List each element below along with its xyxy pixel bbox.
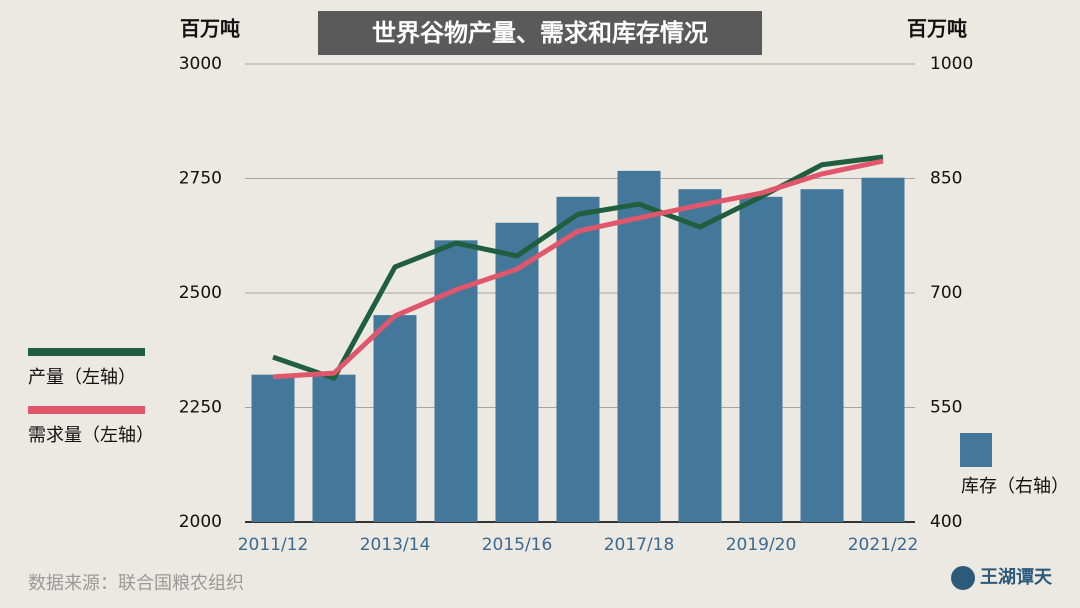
y2-tick-label: 400 bbox=[930, 512, 962, 532]
logo-icon bbox=[951, 566, 975, 590]
y2-tick-label: 700 bbox=[930, 283, 962, 303]
y-tick-label: 2750 bbox=[179, 169, 222, 189]
y2-tick-label: 550 bbox=[930, 398, 962, 418]
y-tick-label: 2500 bbox=[179, 283, 222, 303]
x-tick-label: 2019/20 bbox=[726, 535, 797, 555]
bar bbox=[251, 374, 295, 522]
x-tick-label: 2021/22 bbox=[848, 535, 919, 555]
bar bbox=[739, 196, 783, 522]
x-tick-label: 2011/12 bbox=[238, 535, 309, 555]
legend-label: 库存（右轴） bbox=[961, 476, 1069, 497]
legend-label: 产量（左轴） bbox=[28, 367, 136, 388]
y-tick-label: 2250 bbox=[179, 398, 222, 418]
chart-title: 世界谷物产量、需求和库存情况 bbox=[372, 19, 708, 47]
source: 数据来源：联合国粮农组织 bbox=[28, 573, 244, 594]
bar bbox=[312, 374, 356, 522]
bar bbox=[556, 196, 600, 522]
y2-tick-label: 1000 bbox=[930, 54, 973, 74]
title-box bbox=[318, 11, 762, 55]
y-tick-label: 2000 bbox=[179, 512, 222, 532]
x-tick-label: 2017/18 bbox=[604, 535, 675, 555]
logo: 王湖谭天 bbox=[980, 567, 1053, 588]
x-tick-label: 2013/14 bbox=[360, 535, 431, 555]
bar bbox=[861, 177, 905, 522]
bar bbox=[678, 189, 722, 523]
bar bbox=[373, 315, 417, 522]
legend-label: 需求量（左轴） bbox=[28, 425, 154, 446]
line bbox=[272, 158, 884, 380]
y2-axis-label: 百万吨 bbox=[907, 17, 967, 41]
legend-swatch bbox=[960, 433, 992, 467]
y-tick-label: 3000 bbox=[179, 54, 222, 74]
y-axis-label: 百万吨 bbox=[180, 17, 240, 41]
bar bbox=[617, 170, 661, 522]
y2-tick-label: 850 bbox=[930, 169, 962, 189]
bar bbox=[800, 189, 844, 523]
x-tick-label: 2015/16 bbox=[482, 535, 553, 555]
